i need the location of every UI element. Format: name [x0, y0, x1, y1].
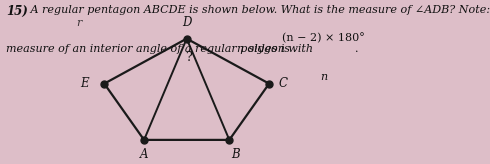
Text: (n − 2) × 180°: (n − 2) × 180°: [282, 33, 365, 43]
Text: sides is: sides is: [245, 44, 290, 54]
Text: r: r: [76, 18, 81, 28]
Text: 15): 15): [6, 5, 27, 18]
Text: A: A: [140, 148, 148, 161]
Text: measure of an interior angle of a regular polygon with: measure of an interior angle of a regula…: [6, 44, 317, 54]
Text: C: C: [279, 77, 288, 90]
Text: B: B: [231, 148, 239, 161]
Text: E: E: [80, 77, 89, 90]
Text: n: n: [237, 44, 244, 54]
Text: A regular pentagon ABCDE is shown below. What is the measure of ∠ADB? Note:: A regular pentagon ABCDE is shown below.…: [27, 5, 490, 15]
Text: n: n: [320, 72, 327, 82]
Text: .: .: [355, 44, 358, 54]
Text: ?: ?: [185, 51, 192, 64]
Text: D: D: [182, 16, 192, 29]
